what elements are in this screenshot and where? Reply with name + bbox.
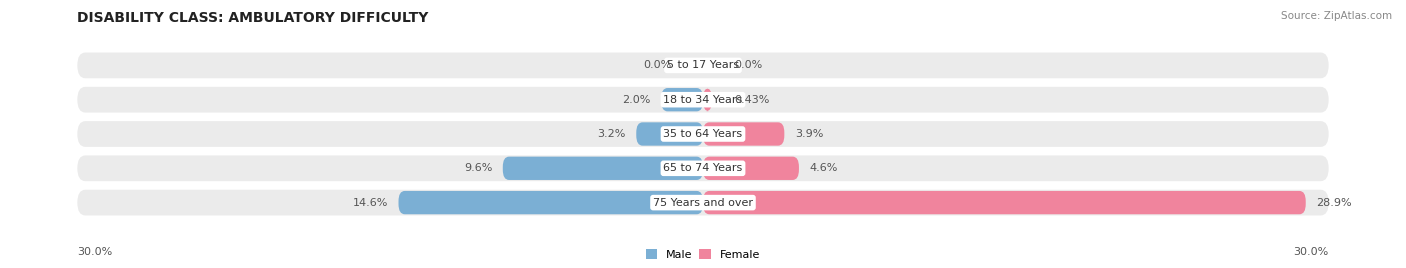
Text: 18 to 34 Years: 18 to 34 Years bbox=[664, 95, 742, 105]
FancyBboxPatch shape bbox=[77, 190, 1329, 215]
FancyBboxPatch shape bbox=[77, 87, 1329, 113]
Text: 0.0%: 0.0% bbox=[644, 60, 672, 70]
Text: 75 Years and over: 75 Years and over bbox=[652, 198, 754, 208]
Text: 3.2%: 3.2% bbox=[598, 129, 626, 139]
FancyBboxPatch shape bbox=[398, 191, 703, 214]
Text: 2.0%: 2.0% bbox=[623, 95, 651, 105]
Text: 65 to 74 Years: 65 to 74 Years bbox=[664, 163, 742, 173]
Legend: Male, Female: Male, Female bbox=[647, 249, 759, 260]
FancyBboxPatch shape bbox=[661, 88, 703, 111]
Text: 9.6%: 9.6% bbox=[464, 163, 492, 173]
Text: 0.0%: 0.0% bbox=[734, 60, 762, 70]
FancyBboxPatch shape bbox=[703, 88, 711, 111]
FancyBboxPatch shape bbox=[637, 122, 703, 146]
Text: 14.6%: 14.6% bbox=[353, 198, 388, 208]
FancyBboxPatch shape bbox=[703, 122, 785, 146]
Text: 5 to 17 Years: 5 to 17 Years bbox=[666, 60, 740, 70]
FancyBboxPatch shape bbox=[77, 155, 1329, 181]
FancyBboxPatch shape bbox=[77, 53, 1329, 78]
Text: 35 to 64 Years: 35 to 64 Years bbox=[664, 129, 742, 139]
Text: Source: ZipAtlas.com: Source: ZipAtlas.com bbox=[1281, 11, 1392, 21]
Text: 28.9%: 28.9% bbox=[1316, 198, 1351, 208]
Text: 30.0%: 30.0% bbox=[1294, 247, 1329, 257]
Text: 30.0%: 30.0% bbox=[77, 247, 112, 257]
Text: DISABILITY CLASS: AMBULATORY DIFFICULTY: DISABILITY CLASS: AMBULATORY DIFFICULTY bbox=[77, 11, 429, 25]
Text: 4.6%: 4.6% bbox=[810, 163, 838, 173]
Text: 3.9%: 3.9% bbox=[794, 129, 823, 139]
FancyBboxPatch shape bbox=[703, 191, 1306, 214]
FancyBboxPatch shape bbox=[703, 157, 799, 180]
FancyBboxPatch shape bbox=[503, 157, 703, 180]
Text: 0.43%: 0.43% bbox=[734, 95, 769, 105]
FancyBboxPatch shape bbox=[77, 121, 1329, 147]
